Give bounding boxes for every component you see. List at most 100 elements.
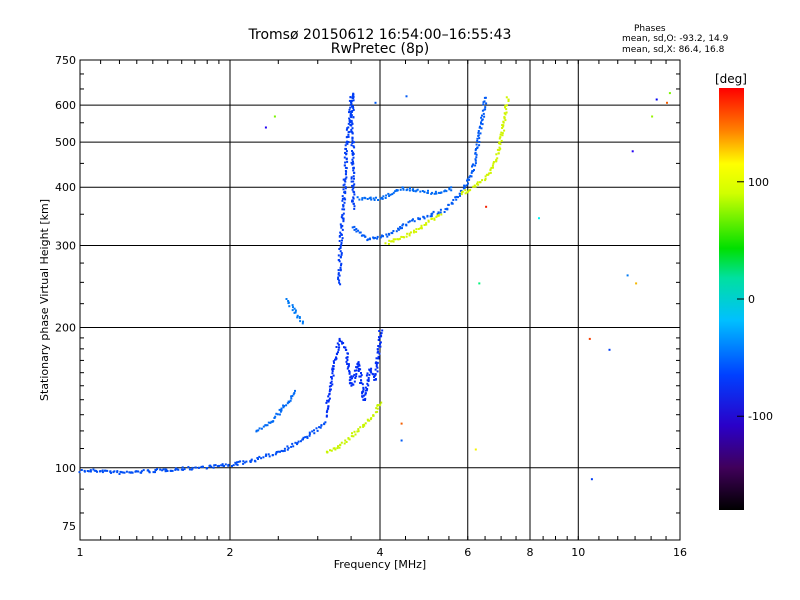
data-point — [355, 230, 358, 233]
data-point — [362, 425, 365, 428]
y-tick-label: 400 — [55, 181, 76, 194]
data-point — [482, 112, 485, 115]
data-point — [311, 430, 314, 433]
data-point — [430, 192, 433, 195]
data-point — [433, 192, 436, 195]
data-point — [330, 449, 333, 452]
data-point — [326, 399, 329, 402]
data-point — [347, 133, 350, 136]
data-point — [342, 204, 345, 207]
data-point — [337, 273, 340, 276]
data-point — [467, 190, 470, 193]
data-point — [338, 240, 341, 242]
data-point — [250, 458, 253, 461]
data-point — [361, 198, 364, 201]
data-point — [502, 125, 505, 128]
data-point — [298, 316, 301, 318]
data-point — [99, 470, 102, 473]
data-point — [326, 409, 329, 412]
data-point — [492, 161, 495, 163]
data-point — [411, 219, 414, 222]
data-point — [356, 366, 359, 369]
data-point — [476, 140, 479, 142]
data-point — [154, 471, 156, 474]
data-point — [337, 278, 340, 281]
data-point — [356, 430, 359, 433]
data-point — [290, 395, 293, 398]
data-point — [344, 187, 347, 190]
data-point — [352, 156, 355, 159]
data-point — [503, 117, 506, 120]
data-point — [352, 202, 355, 205]
data-point — [344, 348, 347, 351]
data-point — [379, 197, 382, 200]
data-point — [278, 413, 281, 416]
data-point — [166, 470, 169, 472]
data-point — [349, 96, 352, 99]
data-point — [288, 401, 291, 404]
data-point — [433, 218, 436, 221]
data-point — [169, 469, 172, 472]
data-point — [333, 447, 336, 450]
data-point — [257, 429, 260, 432]
data-point — [503, 116, 506, 119]
data-point — [291, 395, 294, 397]
data-point — [351, 152, 354, 155]
data-point — [430, 215, 433, 217]
data-point — [342, 205, 345, 208]
data-point — [353, 171, 356, 174]
data-point — [427, 220, 430, 223]
data-point — [368, 419, 371, 422]
data-point — [362, 388, 365, 391]
data-point — [347, 365, 350, 368]
data-point — [338, 260, 341, 263]
data-point — [349, 382, 352, 384]
data-point — [418, 218, 421, 221]
data-point — [288, 305, 291, 308]
data-point — [374, 378, 377, 380]
data-point — [349, 113, 352, 115]
data-point — [400, 422, 403, 425]
y-tick-label: 500 — [55, 136, 76, 149]
data-point — [440, 213, 443, 216]
data-point — [351, 127, 354, 130]
data-point — [352, 97, 355, 99]
data-point — [384, 197, 387, 199]
data-point — [332, 360, 335, 363]
data-point — [279, 450, 281, 453]
data-point — [378, 352, 381, 355]
data-point — [366, 418, 369, 421]
data-point — [345, 148, 347, 150]
colorbar-label: [deg] — [715, 72, 747, 86]
data-point — [339, 247, 342, 249]
data-point — [286, 445, 289, 448]
data-point — [372, 237, 375, 240]
data-point — [348, 438, 351, 441]
data-point — [469, 188, 472, 191]
data-point — [337, 254, 340, 257]
data-point — [408, 232, 411, 235]
data-point — [347, 122, 350, 125]
data-point — [224, 463, 227, 466]
data-point — [471, 165, 473, 168]
data-point — [340, 262, 343, 265]
data-point — [101, 469, 104, 472]
data-point — [347, 363, 350, 366]
data-point — [472, 185, 475, 188]
data-point — [472, 163, 475, 166]
data-point — [432, 210, 435, 213]
data-point — [369, 196, 372, 199]
data-point — [379, 342, 381, 345]
data-point — [338, 248, 341, 250]
data-point — [349, 110, 352, 113]
data-point — [274, 415, 277, 418]
data-point — [292, 393, 295, 396]
data-point — [377, 357, 380, 360]
data-point — [337, 269, 340, 272]
data-point — [361, 197, 364, 200]
data-point — [103, 469, 106, 472]
data-point — [503, 129, 506, 132]
data-point — [323, 422, 326, 425]
data-point — [341, 239, 343, 242]
data-point — [92, 468, 95, 471]
